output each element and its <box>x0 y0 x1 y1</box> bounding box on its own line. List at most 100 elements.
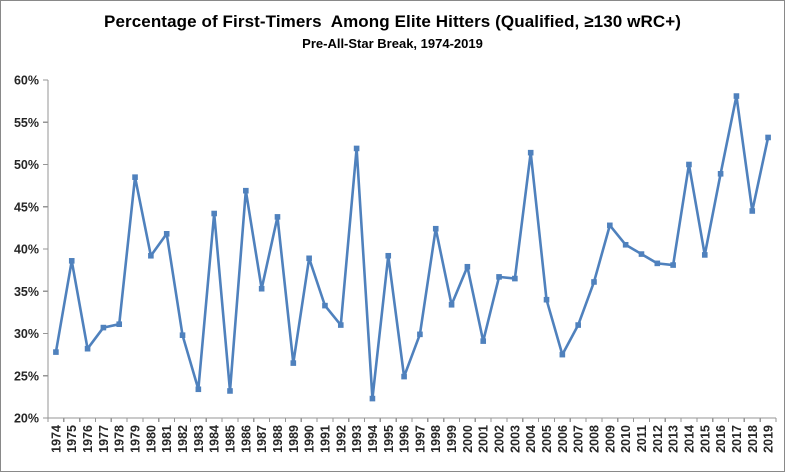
x-axis-tick-label: 1984 <box>208 425 222 453</box>
data-point-marker <box>306 255 312 262</box>
data-point-marker <box>607 222 613 229</box>
x-axis-tick-label: 2000 <box>461 425 475 453</box>
x-axis-tick-label: 1976 <box>81 425 95 453</box>
data-point-marker <box>622 241 629 248</box>
x-axis-tick-label: 1982 <box>176 425 190 453</box>
x-axis-tick-label: 1987 <box>255 425 269 453</box>
x-axis-tick-label: 1989 <box>287 425 301 453</box>
x-axis-tick-label: 2012 <box>651 425 665 453</box>
data-point-marker <box>765 134 771 141</box>
x-axis-tick-label: 1983 <box>192 425 206 453</box>
data-point-marker <box>464 263 471 270</box>
data-point-marker <box>749 208 756 214</box>
x-axis-tick-label: 2019 <box>762 425 776 453</box>
x-axis-tick-label: 2005 <box>540 425 554 453</box>
x-axis-tick-label: 2014 <box>682 425 696 453</box>
x-axis-tick-label: 2010 <box>619 425 633 453</box>
series-markers <box>53 93 771 402</box>
tick-labels: 20%25%30%35%40%45%50%55%60%1974 1975 1976 1… <box>14 74 776 453</box>
x-axis-tick-label: 2015 <box>698 425 712 453</box>
data-point-marker <box>733 93 740 99</box>
series-line <box>54 94 770 400</box>
x-axis-tick-label: 1978 <box>113 425 127 453</box>
x-axis-tick-label: 1980 <box>144 425 158 453</box>
data-point-marker <box>701 252 708 258</box>
data-point-marker <box>68 258 75 264</box>
data-point-marker <box>654 260 661 267</box>
data-point-marker <box>322 302 328 309</box>
data-point-marker <box>559 351 566 358</box>
x-axis-tick-label: 1990 <box>303 425 317 453</box>
data-point-marker <box>385 252 392 259</box>
data-point-marker <box>369 395 376 402</box>
x-axis-tick-label: 2002 <box>493 425 507 453</box>
data-point-marker <box>543 296 550 303</box>
x-axis-tick-label: 2008 <box>588 425 602 453</box>
data-point-marker <box>670 262 676 268</box>
x-axis-tick-label: 2009 <box>603 425 617 453</box>
x-axis-tick-label: 1999 <box>445 425 459 453</box>
data-point-marker <box>480 338 487 344</box>
x-axis-tick-label: 1985 <box>224 425 238 453</box>
chart-subtitle: Pre-All-Star Break, 1974-2019 <box>302 36 483 51</box>
x-axis-tick-label: 1996 <box>398 425 412 453</box>
x-axis-tick-label: 1974 <box>49 425 63 453</box>
x-axis-tick-label: 1988 <box>271 425 285 453</box>
data-point-marker <box>686 161 692 168</box>
data-point-marker <box>100 324 107 331</box>
x-axis-tick-label: 1998 <box>429 425 443 453</box>
x-axis-tick-label: 1986 <box>239 425 253 453</box>
data-point-marker <box>717 170 724 177</box>
x-axis-tick-label: 2018 <box>746 425 760 453</box>
data-point-marker <box>290 360 297 366</box>
y-axis-tick-label: 35% <box>14 285 39 299</box>
data-point-marker <box>195 386 202 393</box>
axes <box>43 79 777 422</box>
y-axis-tick-label: 60% <box>14 74 39 88</box>
data-point-marker <box>575 322 581 328</box>
y-axis-tick-label: 20% <box>14 412 39 426</box>
data-point-marker <box>512 275 518 282</box>
x-axis-tick-label: 2013 <box>667 425 681 453</box>
data-point-marker <box>401 373 407 380</box>
data-point-marker <box>243 187 249 194</box>
chart-title: Percentage of First-Timers Among Elite H… <box>104 12 681 31</box>
y-axis-tick-label: 55% <box>14 116 39 130</box>
data-point-marker <box>84 345 91 352</box>
x-axis-tick-label: 2007 <box>572 425 586 453</box>
x-axis-tick-label: 1977 <box>97 425 111 453</box>
data-point-marker <box>432 225 439 232</box>
data-point-marker <box>227 388 233 394</box>
x-axis-tick-label: 2004 <box>524 425 538 453</box>
data-point-marker <box>258 285 265 292</box>
data-point-marker <box>417 331 423 338</box>
x-axis-tick-label: 2016 <box>714 425 728 453</box>
data-point-marker <box>353 145 360 152</box>
x-axis-tick-label: 1995 <box>382 425 396 453</box>
data-point-marker <box>591 279 597 285</box>
data-point-marker <box>496 274 502 280</box>
x-axis-tick-label: 1992 <box>334 425 348 453</box>
data-point-marker <box>527 149 534 156</box>
y-axis-tick-label: 45% <box>14 200 39 214</box>
data-point-marker <box>448 301 455 308</box>
x-axis-tick-label: 1979 <box>129 425 143 453</box>
data-point-marker <box>179 332 186 338</box>
y-axis-tick-label: 50% <box>14 158 39 172</box>
x-axis-tick-label: 1993 <box>350 425 364 453</box>
x-axis-tick-label: 2017 <box>730 425 744 453</box>
data-point-marker <box>148 252 154 259</box>
y-axis-tick-label: 30% <box>14 327 39 341</box>
x-axis-tick-label: 2011 <box>635 425 649 452</box>
x-axis-tick-label: 1991 <box>318 425 332 453</box>
y-axis-tick-label: 25% <box>14 369 39 383</box>
data-point-marker <box>337 322 344 328</box>
x-axis-tick-label: 2001 <box>477 425 491 453</box>
y-axis-tick-label: 40% <box>14 243 39 257</box>
data-point-marker <box>638 251 645 257</box>
x-axis-tick-label: 1994 <box>366 425 380 453</box>
x-axis-tick-label: 1975 <box>65 425 79 453</box>
data-point-marker <box>116 321 123 328</box>
